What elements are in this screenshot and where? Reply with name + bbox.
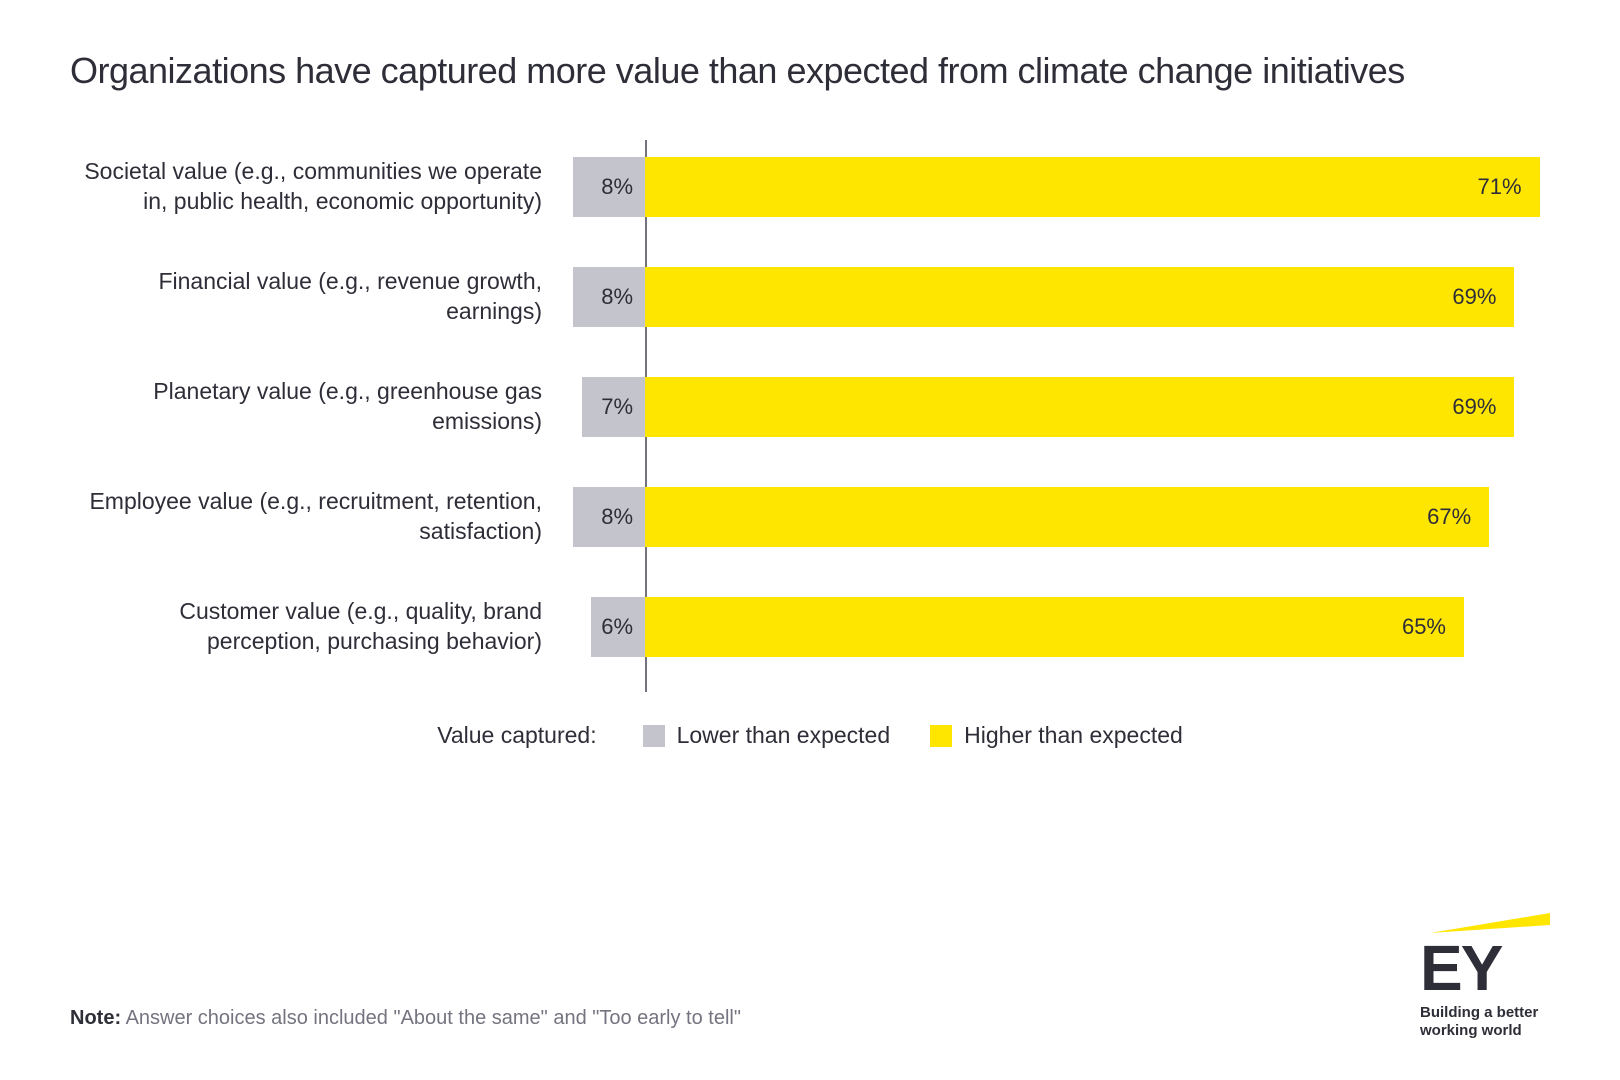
- legend-label-lower: Lower than expected: [677, 722, 891, 749]
- bar-lower: 8%: [573, 157, 645, 217]
- footnote: Note: Answer choices also included "Abou…: [70, 1007, 741, 1030]
- ey-logo-beam-icon: [1430, 913, 1550, 933]
- bar-area: 6%65%: [560, 597, 1550, 657]
- tagline-line2: working world: [1420, 1022, 1522, 1039]
- bar-lower: 8%: [573, 487, 645, 547]
- bar-area: 8%71%: [560, 157, 1550, 217]
- bar-higher: 69%: [645, 377, 1514, 437]
- bar-higher: 65%: [645, 597, 1464, 657]
- legend: Value captured: Lower than expected High…: [70, 722, 1550, 749]
- swatch-lower: [643, 725, 665, 747]
- row-label: Financial value (e.g., revenue growth, e…: [70, 267, 560, 327]
- chart-row: Societal value (e.g., communities we ope…: [70, 152, 1550, 222]
- row-label: Employee value (e.g., recruitment, reten…: [70, 487, 560, 547]
- footnote-prefix: Note:: [70, 1007, 121, 1029]
- chart-row: Financial value (e.g., revenue growth, e…: [70, 262, 1550, 332]
- chart-title: Organizations have captured more value t…: [70, 50, 1550, 92]
- bar-lower: 6%: [591, 597, 645, 657]
- footnote-text: Answer choices also included "About the …: [121, 1007, 741, 1029]
- legend-title: Value captured:: [437, 722, 596, 749]
- tagline-line1: Building a better: [1420, 1004, 1538, 1021]
- bar-higher: 67%: [645, 487, 1489, 547]
- ey-logo: EY Building a better working world: [1420, 913, 1550, 1040]
- legend-item-higher: Higher than expected: [930, 722, 1183, 749]
- chart-rows: Societal value (e.g., communities we ope…: [70, 152, 1550, 662]
- swatch-higher: [930, 725, 952, 747]
- row-label: Customer value (e.g., quality, brand per…: [70, 597, 560, 657]
- diverging-bar-chart: Societal value (e.g., communities we ope…: [70, 152, 1550, 662]
- row-label: Societal value (e.g., communities we ope…: [70, 157, 560, 217]
- bar-area: 8%69%: [560, 267, 1550, 327]
- chart-row: Customer value (e.g., quality, brand per…: [70, 592, 1550, 662]
- bar-lower: 8%: [573, 267, 645, 327]
- bar-area: 8%67%: [560, 487, 1550, 547]
- bar-higher: 71%: [645, 157, 1540, 217]
- bar-area: 7%69%: [560, 377, 1550, 437]
- legend-label-higher: Higher than expected: [964, 722, 1183, 749]
- chart-row: Employee value (e.g., recruitment, reten…: [70, 482, 1550, 552]
- chart-row: Planetary value (e.g., greenhouse gas em…: [70, 372, 1550, 442]
- legend-item-lower: Lower than expected: [643, 722, 891, 749]
- bar-lower: 7%: [582, 377, 645, 437]
- ey-logo-letters: EY: [1420, 936, 1550, 1000]
- ey-logo-tagline: Building a better working world: [1420, 1004, 1550, 1040]
- bar-higher: 69%: [645, 267, 1514, 327]
- row-label: Planetary value (e.g., greenhouse gas em…: [70, 377, 560, 437]
